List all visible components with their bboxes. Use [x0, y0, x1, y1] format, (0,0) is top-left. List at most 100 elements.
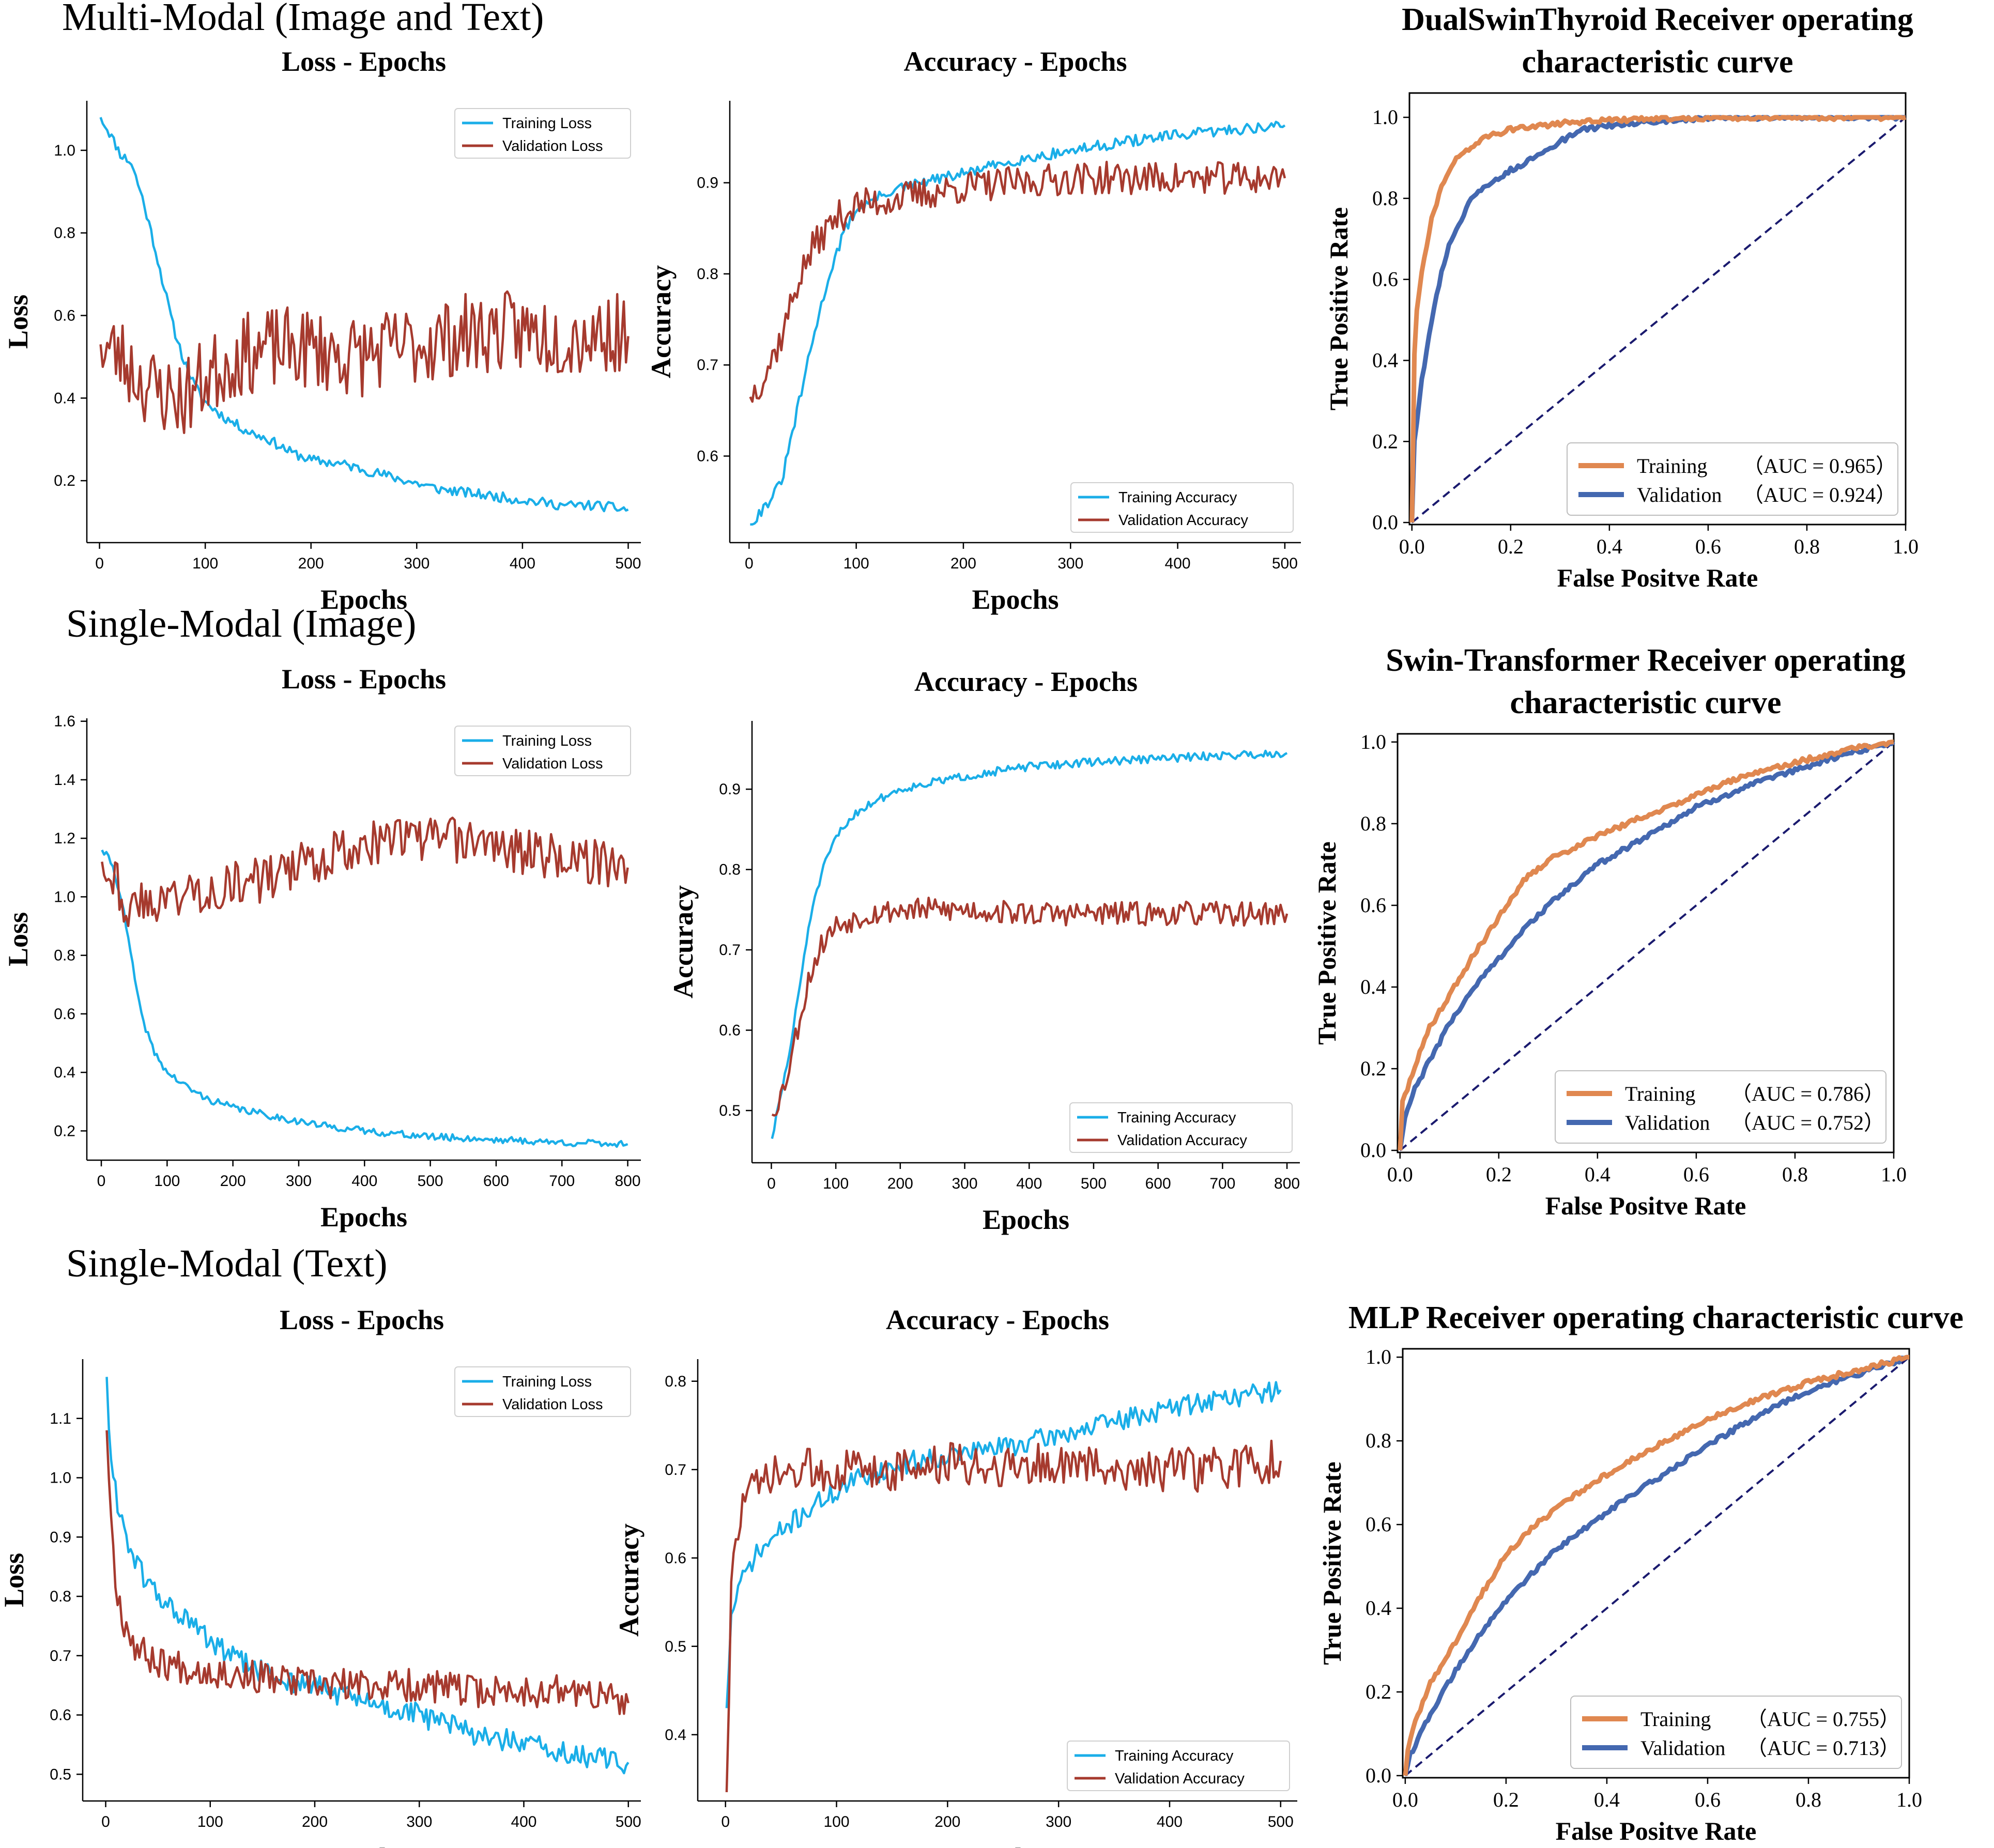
- y-tick-label: 0.9: [719, 781, 741, 798]
- y-tick-label: 0.2: [54, 472, 75, 489]
- y-tick-label: 0.6: [54, 307, 75, 325]
- chance-diagonal: [1411, 116, 1907, 523]
- chart-title: Loss - Epochs: [282, 46, 446, 77]
- legend: Training Accuracy Validation Accuracy: [1067, 1741, 1290, 1791]
- x-tick-label: 0.2: [1493, 1788, 1519, 1811]
- legend-label: Training Loss: [502, 1374, 592, 1390]
- chart-title-line: characteristic curve: [1522, 44, 1793, 80]
- series-line-validation-loss: [99, 290, 630, 434]
- y-tick-label: 0.4: [1366, 1596, 1391, 1620]
- x-tick-label: 300: [404, 555, 430, 572]
- y-tick-label: 0.5: [50, 1766, 71, 1783]
- chart-loss-row3: 0 100 200 300 400 500 0.5 0.6 0.7 0.8 0.9 1.0 1.1 Los…: [0, 1304, 641, 1848]
- y-tick-label: 0.2: [1360, 1057, 1386, 1080]
- y-tick-label: 0.4: [54, 390, 75, 407]
- chart-loss-row1: 0 100 200 300 400 500 0.2 0.4 0.6 0.8 1.0 Loss - Ep…: [3, 46, 641, 615]
- chart-loss-row2: 0 100 200 300 400 500 600 700 800 0.2 0.4 0.6 0.8 1.0…: [3, 664, 641, 1233]
- x-axis-label: Epochs: [320, 584, 407, 615]
- x-tick-label: 600: [1145, 1175, 1171, 1192]
- series-line-validation-accuracy: [749, 161, 1286, 403]
- chart-title-line: MLP Receiver operating characteristic cu…: [1348, 1300, 1964, 1335]
- x-tick-label: 0: [97, 1173, 106, 1190]
- x-axis-label: Epochs: [983, 1204, 1069, 1235]
- legend-auc: （AUC = 0.755）: [1746, 1707, 1900, 1731]
- roc-curve-validation: [1398, 740, 1895, 1151]
- legend-label: Validation: [1625, 1111, 1710, 1134]
- x-tick-label: 700: [1209, 1175, 1235, 1192]
- x-tick-label: 200: [298, 555, 324, 572]
- y-tick-label: 0.4: [1372, 348, 1398, 372]
- legend-auc: （AUC = 0.752）: [1731, 1111, 1884, 1134]
- y-axis-label: Loss: [3, 295, 34, 349]
- chart-roc-row1: 0.0 0.2 0.4 0.6 0.8 1.0 0.0 0.2 0.4 0.6 0.8 1.0 Dual…: [1324, 2, 1919, 592]
- roc-curve-training: [1409, 115, 1907, 523]
- y-axis-label: Loss: [0, 1553, 29, 1607]
- chart-acc-row2: 0 100 200 300 400 500 600 700 800 0.5 0.6 0.7 0.8 0.9…: [668, 666, 1300, 1235]
- y-tick-label: 0.8: [1360, 812, 1386, 835]
- row-heading: Single-Modal (Image): [66, 602, 416, 645]
- x-tick-label: 0.0: [1399, 535, 1425, 558]
- legend-label: Training Accuracy: [1115, 1748, 1234, 1764]
- legend-frame: [1067, 1741, 1290, 1791]
- y-tick-label: 0.5: [719, 1102, 741, 1119]
- x-tick-label: 0: [95, 555, 104, 572]
- x-tick-label: 300: [952, 1175, 977, 1192]
- y-tick-label: 0.4: [54, 1064, 75, 1081]
- x-axis-label: Epochs: [320, 1202, 407, 1233]
- x-tick-label: 1.0: [1893, 535, 1919, 558]
- series-line-validation-accuracy: [771, 897, 1289, 1117]
- chart-title-line: DualSwinThyroid Receiver operating: [1402, 2, 1913, 37]
- roc-curve-validation: [1403, 1354, 1909, 1777]
- chart-title: Accuracy - Epochs: [904, 46, 1127, 77]
- y-tick-label: 0.2: [54, 1122, 75, 1139]
- x-tick-label: 0.4: [1594, 1788, 1620, 1811]
- series-line-validation-loss: [101, 817, 629, 928]
- x-tick-label: 0: [101, 1813, 110, 1830]
- y-axis-label: Loss: [3, 912, 34, 966]
- y-tick-label: 1.2: [54, 830, 75, 847]
- x-tick-label: 300: [286, 1173, 312, 1190]
- x-tick-label: 1.0: [1881, 1163, 1907, 1186]
- x-tick-label: 0.8: [1796, 1788, 1821, 1811]
- x-tick-label: 500: [1081, 1175, 1107, 1192]
- y-tick-label: 0.6: [1366, 1513, 1391, 1536]
- x-tick-label: 200: [302, 1813, 328, 1830]
- x-tick-label: 500: [418, 1173, 443, 1190]
- y-tick-label: 0.6: [1360, 894, 1386, 917]
- y-tick-label: 0.6: [54, 1006, 75, 1023]
- legend: Training Loss Validation Loss: [454, 726, 631, 776]
- y-axis-label: True Positive Rate: [1312, 841, 1341, 1044]
- x-tick-label: 800: [615, 1173, 641, 1190]
- x-tick-label: 0.8: [1794, 535, 1820, 558]
- x-tick-label: 1.0: [1896, 1788, 1922, 1811]
- x-tick-label: 0.4: [1585, 1163, 1610, 1186]
- legend-label: Validation Loss: [502, 1396, 603, 1413]
- legend-frame: [1070, 482, 1294, 533]
- x-tick-label: 500: [1268, 1813, 1294, 1830]
- plot-frame: [1397, 733, 1895, 1153]
- y-tick-label: 0.6: [665, 1550, 686, 1567]
- legend-label: Training: [1625, 1082, 1695, 1105]
- x-tick-label: 0.0: [1387, 1163, 1413, 1186]
- chart-title: Loss - Epochs: [282, 664, 446, 695]
- y-tick-label: 0.4: [1360, 975, 1386, 998]
- legend: Training （AUC = 0.786） Validation （AUC = 0.…: [1555, 1070, 1886, 1144]
- y-tick-label: 0.2: [1366, 1680, 1391, 1703]
- y-tick-label: 0.2: [1372, 429, 1398, 453]
- y-tick-label: 1.0: [50, 1470, 71, 1487]
- row-heading: Multi-Modal (Image and Text): [62, 0, 544, 39]
- x-tick-label: 700: [549, 1173, 575, 1190]
- x-tick-label: 100: [154, 1173, 180, 1190]
- chart-title-line: characteristic curve: [1510, 685, 1781, 720]
- legend-auc: （AUC = 0.965）: [1743, 454, 1896, 478]
- x-tick-label: 800: [1274, 1175, 1300, 1192]
- x-tick-label: 100: [197, 1813, 223, 1830]
- series-line-training-loss: [105, 1377, 630, 1775]
- series-line-validation-loss: [105, 1430, 630, 1715]
- x-tick-label: 500: [1272, 555, 1298, 572]
- legend: Training Loss Validation Loss: [454, 1366, 631, 1417]
- y-axis-label: Accuracy: [668, 885, 699, 998]
- y-tick-label: 0.0: [1360, 1138, 1386, 1162]
- legend-frame: [454, 1366, 631, 1417]
- x-tick-label: 300: [1046, 1813, 1071, 1830]
